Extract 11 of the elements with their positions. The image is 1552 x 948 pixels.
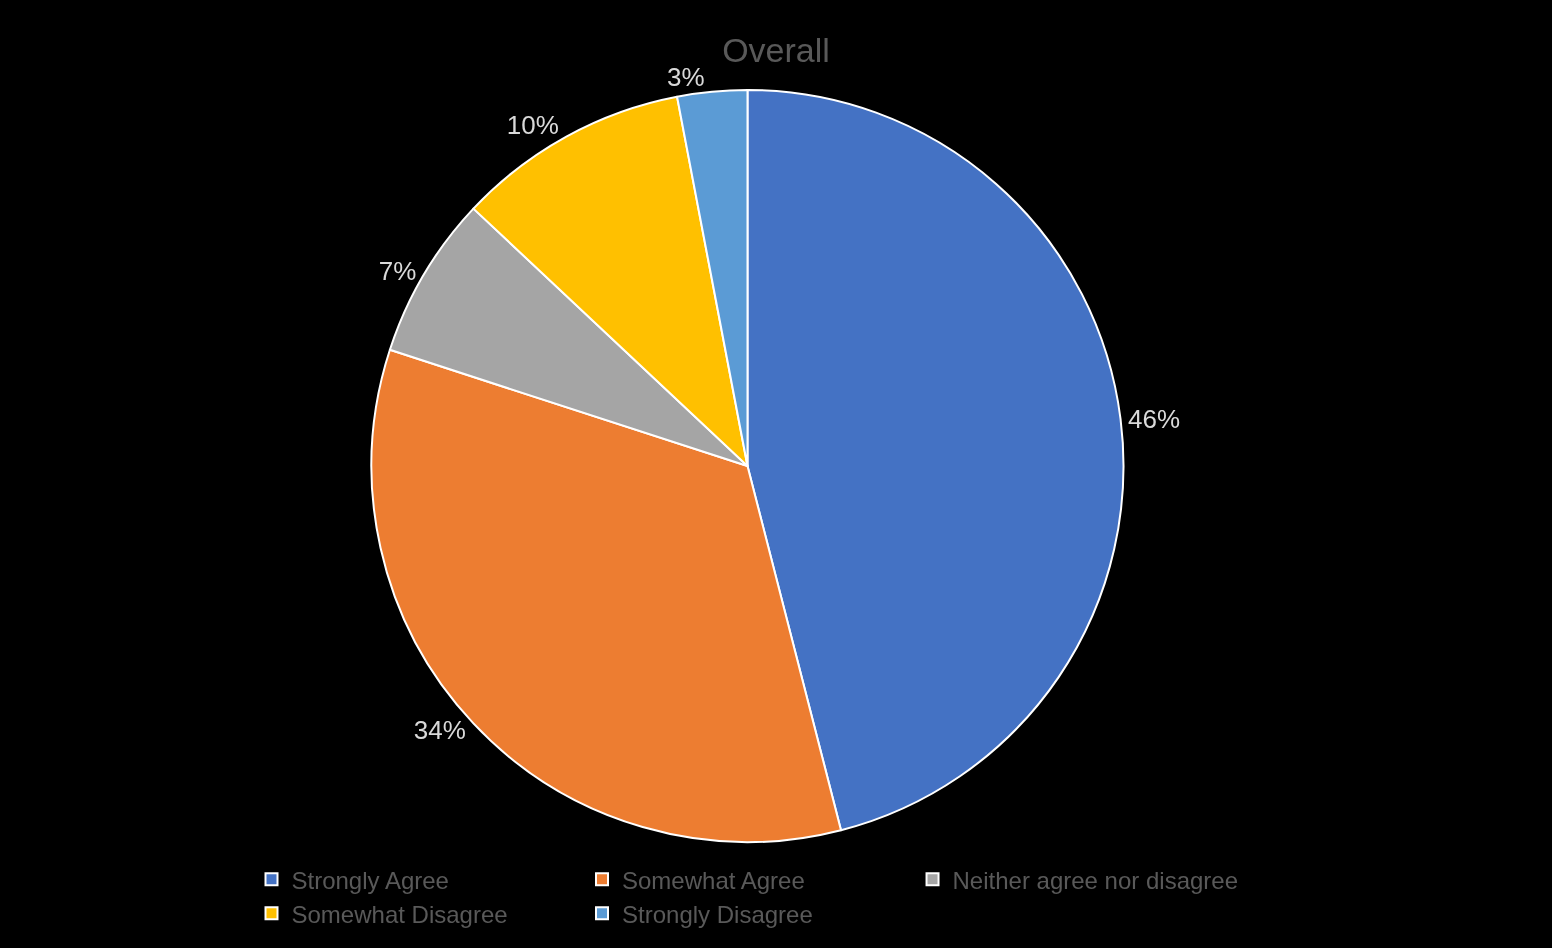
data-label: 7% <box>378 255 417 286</box>
data-label: 46% <box>1128 403 1181 434</box>
data-label: 3% <box>667 61 705 92</box>
data-label: 10% <box>506 109 559 140</box>
data-label: 34% <box>413 715 466 746</box>
legend-label: Somewhat Disagree <box>291 900 508 928</box>
legend-label: Somewhat Agree <box>622 866 805 894</box>
legend-label: Neither agree nor disagree <box>952 866 1239 894</box>
legend-label: Strongly Disagree <box>622 900 813 928</box>
chart-title: Overall <box>722 30 830 69</box>
legend-label: Strongly Agree <box>291 866 449 894</box>
